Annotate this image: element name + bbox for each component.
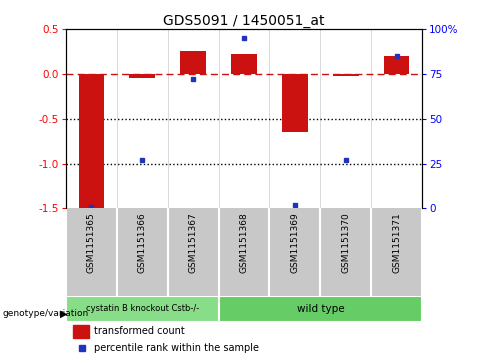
- Bar: [181, 52, 206, 74]
- Bar: [79, 74, 104, 208]
- Bar: [73, 325, 89, 338]
- Text: transformed count: transformed count: [94, 326, 185, 336]
- Text: ▶: ▶: [60, 309, 67, 319]
- Text: GSM1151366: GSM1151366: [138, 213, 147, 273]
- Bar: [384, 56, 409, 74]
- Text: GSM1151371: GSM1151371: [392, 213, 401, 273]
- Text: GSM1151370: GSM1151370: [341, 213, 350, 273]
- Text: GSM1151365: GSM1151365: [87, 213, 96, 273]
- Text: cystatin B knockout Cstb-/-: cystatin B knockout Cstb-/-: [85, 305, 199, 313]
- Text: GSM1151368: GSM1151368: [240, 213, 248, 273]
- Text: wild type: wild type: [297, 304, 344, 314]
- Text: percentile rank within the sample: percentile rank within the sample: [94, 343, 260, 353]
- Bar: [231, 54, 257, 74]
- Title: GDS5091 / 1450051_at: GDS5091 / 1450051_at: [163, 14, 325, 28]
- Bar: [66, 296, 219, 322]
- Text: genotype/variation: genotype/variation: [2, 310, 89, 318]
- Bar: [282, 74, 307, 132]
- Bar: [333, 74, 359, 76]
- Bar: [129, 74, 155, 78]
- Text: GSM1151367: GSM1151367: [188, 213, 198, 273]
- Bar: [219, 296, 422, 322]
- Text: GSM1151369: GSM1151369: [290, 213, 300, 273]
